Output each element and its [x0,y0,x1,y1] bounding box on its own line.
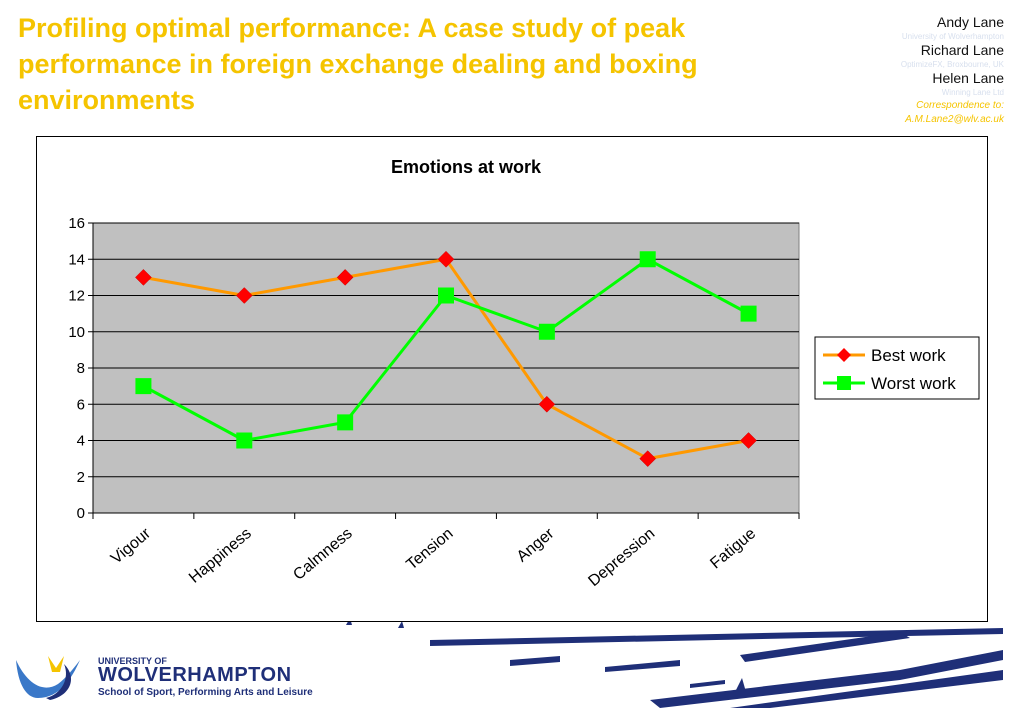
data-point [235,287,253,304]
author-block: Andy Lane University of Wolverhampton Ri… [764,14,1004,126]
legend-marker [837,348,851,362]
x-tick-label: Depression [585,525,658,590]
legend-label: Worst work [871,374,956,393]
correspondence-label: Correspondence to: [916,100,1004,111]
chart-title: Emotions at work [391,157,542,177]
x-tick-label: Vigour [108,525,155,568]
y-tick-label: 12 [68,288,85,305]
author-3: Helen Lane Winning Lane Ltd [764,70,1004,98]
x-tick-label: Happiness [186,525,255,587]
x-tick-label: Calmness [290,525,355,584]
poster-title: Profiling optimal performance: A case st… [18,13,698,115]
data-point [135,269,152,286]
data-point [639,450,657,467]
wolverhampton-logo-icon [16,656,80,700]
x-tick-label: Tension [403,525,456,573]
logo-school-name: School of Sport, Performing Arts and Lei… [98,687,313,698]
y-tick-label: 2 [77,469,85,486]
author-name: Andy Lane [937,14,1004,30]
author-affiliation: Winning Lane Ltd [941,88,1004,97]
author-name: Helen Lane [932,70,1004,86]
logo-university-line: UNIVERSITY OF [98,656,167,666]
logo-wordmark: WOLVERHAMPTON [98,664,292,686]
university-logo: UNIVERSITY OF WOLVERHAMPTON School of Sp… [14,654,344,702]
author-2: Richard Lane OptimizeFX, Broxbourne, UK [764,42,1004,70]
data-point [740,432,757,449]
data-point [740,305,757,322]
legend-label: Best work [871,346,946,365]
author-1: Andy Lane University of Wolverhampton [764,14,1004,42]
data-point [437,250,455,268]
data-point [337,414,354,431]
data-point [538,395,556,413]
x-tick-label: Fatigue [707,525,759,572]
data-point [639,251,656,268]
chart-frame: Emotions at work 0 2 4 6 8 10 12 14 16 Vigour Happi… [36,136,988,622]
y-tick-label: 10 [68,324,85,341]
data-point [135,378,152,395]
legend-marker [837,376,851,390]
author-name: Richard Lane [920,42,1004,58]
y-tick-label: 4 [77,433,85,450]
y-tick-label: 8 [77,360,85,377]
data-point [538,323,555,340]
emotions-line-chart: Emotions at work 0 2 4 6 8 10 12 14 16 Vigour Happi… [68,157,980,590]
author-affiliation: OptimizeFX, Broxbourne, UK [900,60,1004,69]
x-tick-label: Anger [514,525,558,566]
data-point [438,287,454,304]
y-tick-label: 6 [77,396,85,413]
data-point [236,432,253,449]
y-tick-label: 16 [68,215,85,232]
y-tick-label: 0 [77,505,85,522]
correspondence-email[interactable]: A.M.Lane2@wlv.ac.uk [905,114,1004,125]
y-tick-label: 14 [68,251,85,268]
data-point [336,269,354,286]
author-affiliation: University of Wolverhampton [901,32,1004,41]
